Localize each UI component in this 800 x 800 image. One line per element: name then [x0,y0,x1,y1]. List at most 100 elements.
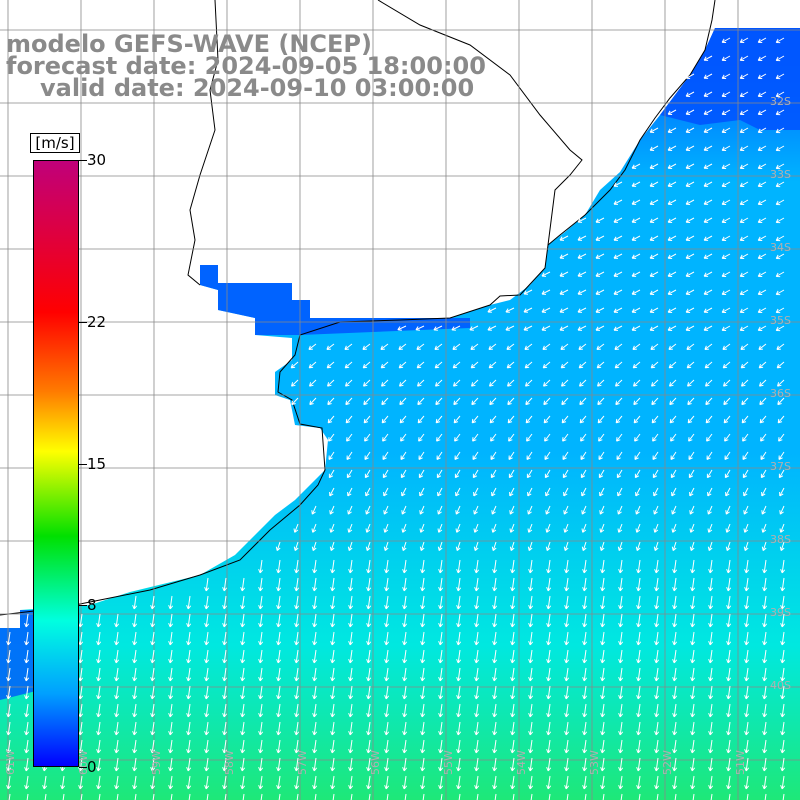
model-title: modelo GEFS-WAVE (NCEP) [6,30,372,58]
wind-arrow [381,397,389,406]
wind-arrow [402,703,408,718]
wind-arrow [382,433,389,442]
wind-arrow [633,379,641,387]
wind-arrow [402,685,408,700]
wind-arrow [671,523,677,533]
wind-arrow [489,379,497,387]
wind-arrow [402,559,408,574]
wind-arrow [778,433,785,442]
wind-arrow [721,253,731,259]
wind-arrow [546,595,552,610]
wind-arrow [780,685,786,700]
wind-arrow [6,775,12,790]
wind-arrow [561,397,569,406]
wind-arrow [777,379,785,387]
wind-arrow [708,577,714,592]
wind-arrow [384,631,390,646]
colorbar-tick-mark [79,160,87,161]
wind-arrow [780,613,786,628]
wind-arrow [667,181,677,187]
lon-label: 52W [661,750,674,775]
wind-arrow [419,487,425,497]
wind-arrow [364,451,371,460]
wind-arrow [312,739,318,754]
wind-arrow [420,667,426,682]
wind-arrow [741,415,749,424]
wind-arrow [703,235,713,241]
wind-arrow [420,577,426,592]
wind-arrow [327,379,335,387]
wind-arrow [527,487,533,497]
wind-arrow [563,487,569,497]
wind-arrow [168,739,174,754]
wind-arrow [613,253,623,259]
wind-arrow [656,793,659,800]
wind-arrow [456,667,462,682]
wind-arrow [564,649,570,664]
wind-arrow [276,559,282,574]
wind-arrow [667,145,677,151]
wind-arrow [634,451,641,460]
wind-arrow [762,649,768,664]
wind-arrow [294,739,300,754]
wind-arrow [509,487,515,497]
wind-arrow [595,325,605,331]
wind-arrow [438,631,444,646]
wind-arrow [348,775,354,790]
wind-arrow [471,379,479,387]
wind-arrow [667,307,677,313]
wind-arrow [636,613,642,628]
wind-arrow [366,775,372,790]
colorbar-tick-mark [79,605,87,607]
wind-arrow [258,559,264,574]
wind-arrow [404,793,407,800]
wind-arrow [595,289,605,295]
wind-arrow [492,595,498,610]
wind-arrow [400,451,407,460]
wind-arrow [312,577,318,592]
wind-arrow [690,649,696,664]
wind-arrow [631,325,641,331]
lat-label: 38S [770,533,791,546]
wind-arrow [384,649,390,664]
wind-arrow [545,523,551,533]
wind-arrow [724,433,731,442]
wind-arrow [671,505,677,515]
wind-arrow [222,667,228,682]
wind-arrow [742,433,749,442]
wind-arrow [114,721,120,736]
wind-arrow [631,271,641,277]
wind-arrow [689,505,695,515]
wind-arrow [348,577,354,592]
wind-arrow [744,577,750,592]
wind-arrow [60,775,66,790]
wind-arrow [775,325,785,332]
wind-arrow [561,379,569,387]
wind-arrow [364,433,371,442]
wind-arrow [456,685,462,700]
wind-arrow [505,307,515,313]
wind-arrow [757,307,767,313]
wind-arrow [739,307,749,313]
wind-arrow [744,685,750,700]
wind-arrow [362,343,371,350]
wind-arrow [132,631,138,646]
wind-arrow [293,541,299,551]
wind-arrow [132,649,138,664]
wind-arrow [726,577,732,592]
wind-arrow [24,739,30,754]
wind-arrow [775,163,785,170]
wind-arrow [420,703,426,718]
wind-arrow [276,595,282,610]
wind-arrow [654,685,660,700]
wind-arrow [761,505,767,515]
wind-arrow [649,235,659,241]
wind-arrow [258,577,264,592]
wind-arrow [114,739,120,754]
wind-arrow [438,613,444,628]
wind-arrow [762,703,768,718]
wind-arrow [600,649,606,664]
wind-arrow [402,595,408,610]
wind-arrow [494,793,497,800]
wind-arrow [438,703,444,718]
